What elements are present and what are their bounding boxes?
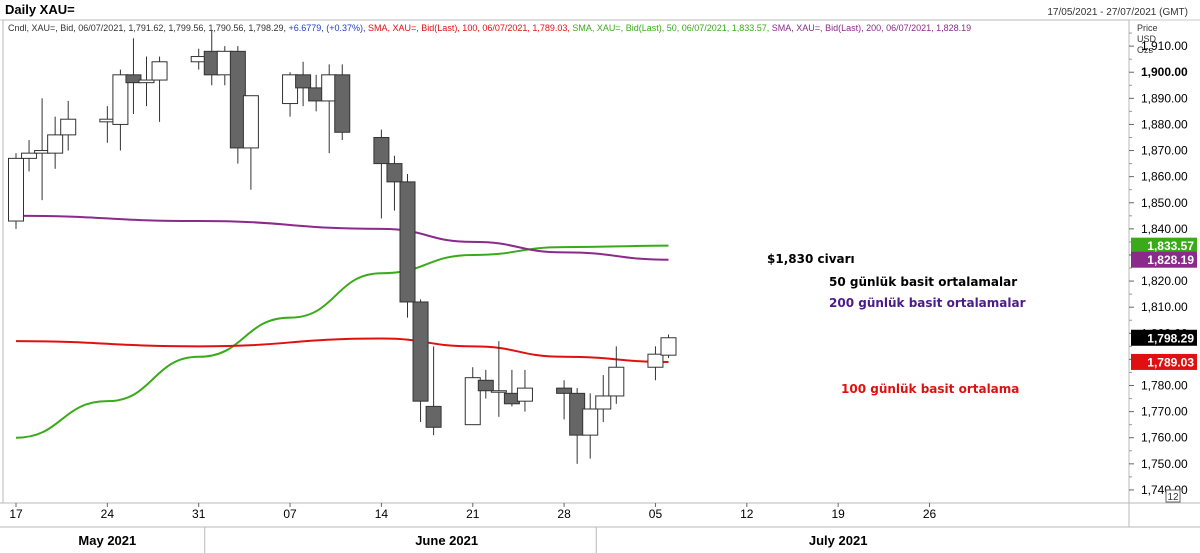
- x-tick-label: 12: [740, 507, 754, 521]
- sma-line: [15, 244, 669, 439]
- x-tick-label: 21: [466, 507, 480, 521]
- corner-label: 12: [1167, 492, 1179, 503]
- unit-currency: USD: [1137, 34, 1157, 44]
- y-tick-label: 1,760.00: [1141, 431, 1188, 445]
- info-segment: Cndl, XAU=, Bid, 06/07/2021, 1,791.62, 1…: [8, 23, 288, 33]
- y-tick-label: 1,810.00: [1141, 300, 1188, 314]
- candle-up: [21, 152, 38, 159]
- y-tick-label: 1,910.00: [1141, 39, 1188, 53]
- y-tick-label: 1,870.00: [1141, 144, 1188, 158]
- annotation-sma200: 200 günlük basit ortalamalar: [829, 296, 1026, 310]
- x-tick-label: 07: [283, 507, 297, 521]
- y-tick-label: 1,840.00: [1141, 222, 1188, 236]
- y-tick-label: 1,770.00: [1141, 405, 1188, 419]
- info-segment: SMA, XAU=, Bid(Last), 50, 06/07/2021, 1,…: [572, 23, 771, 33]
- candle-up: [242, 95, 259, 149]
- candle-up: [47, 134, 64, 154]
- corner-box: [1165, 489, 1181, 503]
- candle-up: [60, 118, 77, 136]
- unit-price: Price: [1137, 23, 1158, 33]
- unit-ozs: Ozs: [1137, 45, 1154, 55]
- price-tag: [1131, 353, 1197, 370]
- candle-down: [386, 163, 403, 183]
- annotation-sma100: 100 günlük basit ortalama: [841, 382, 1019, 396]
- x-tick-label: 31: [192, 507, 206, 521]
- x-tick-label: 19: [831, 507, 845, 521]
- candles: [8, 30, 677, 464]
- candle-up: [138, 79, 155, 84]
- info-segment: +6.6779, (+0.37%),: [288, 23, 368, 33]
- x-axis: 17 24 31 07 14 21 28 05 12 19 26 May 2021 June 2021 J…: [9, 503, 936, 553]
- candle-down: [399, 181, 416, 303]
- candle-up: [151, 61, 168, 81]
- candle-down: [477, 379, 494, 392]
- y-tick-label: 1,780.00: [1141, 379, 1188, 393]
- info-segment: SMA, XAU=, Bid(Last), 200, 06/07/2021, 1…: [772, 23, 971, 33]
- candle-down: [556, 387, 573, 394]
- candle-up: [112, 74, 129, 125]
- candle-up: [595, 395, 612, 410]
- price-tag-label: 1,833.57: [1147, 239, 1194, 253]
- price-tag-label: 1,789.03: [1147, 355, 1194, 369]
- y-tick-label: 1,890.00: [1141, 91, 1188, 105]
- candle-down: [412, 301, 429, 402]
- date-range: 17/05/2021 - 27/07/2021 (GMT): [1047, 7, 1188, 18]
- candle-up: [282, 74, 299, 105]
- y-tick-label: 1,740.00: [1141, 483, 1188, 497]
- chart-title: Daily XAU=: [5, 2, 75, 17]
- candle-up: [8, 157, 24, 222]
- y-tick-label: 1,850.00: [1141, 196, 1188, 210]
- candle-up: [660, 337, 677, 356]
- annotation-sma50: 50 günlük basit ortalamalar: [829, 275, 1017, 289]
- month-label: June 2021: [415, 533, 478, 548]
- candle-up: [608, 366, 625, 397]
- month-label: May 2021: [78, 533, 136, 548]
- price-tags: 1,833.571,828.19 1,789.03 1,798.29: [1131, 237, 1197, 370]
- sma-line: [15, 337, 669, 363]
- price-tag-label: 1,828.19: [1147, 253, 1194, 267]
- candle-up: [647, 353, 664, 368]
- annotation-1830: $1,830 civarı: [767, 252, 855, 266]
- candle-up: [490, 390, 507, 393]
- price-tag-label: 1,798.29: [1147, 331, 1194, 345]
- x-tick-label: 14: [375, 507, 389, 521]
- x-tick-label: 28: [557, 507, 571, 521]
- month-label: July 2021: [809, 533, 868, 548]
- candle-down: [334, 74, 351, 133]
- y-tick-label: 1,880.00: [1141, 117, 1188, 131]
- price-tag: [1131, 237, 1197, 254]
- x-tick-label: 24: [101, 507, 115, 521]
- title-bar: [0, 0, 1200, 20]
- y-tick-label: 1,860.00: [1141, 170, 1188, 184]
- candle-down: [425, 405, 442, 428]
- candle-up: [516, 387, 533, 402]
- series-info: Cndl, XAU=, Bid, 06/07/2021, 1,791.62, 1…: [8, 23, 971, 33]
- y-tick-label: 1,900.00: [1141, 65, 1188, 79]
- candle-down: [373, 136, 390, 165]
- plot-frame: [2, 19, 1130, 504]
- info-segment: SMA, XAU=, Bid(Last), 100, 06/07/2021, 1…: [368, 23, 572, 33]
- y-tick-label: 1,750.00: [1141, 457, 1188, 471]
- price-tag: [1131, 251, 1197, 268]
- x-tick-label: 26: [923, 507, 937, 521]
- candle-up: [464, 377, 481, 426]
- candle-down: [125, 74, 142, 84]
- x-tick-label: 05: [649, 507, 663, 521]
- candle-up: [582, 408, 599, 436]
- y-tick-label: 1,820.00: [1141, 274, 1188, 288]
- sma-line: [15, 214, 669, 261]
- x-tick-label: 17: [9, 507, 23, 521]
- candle-down: [295, 74, 312, 89]
- price-tag: [1131, 329, 1197, 346]
